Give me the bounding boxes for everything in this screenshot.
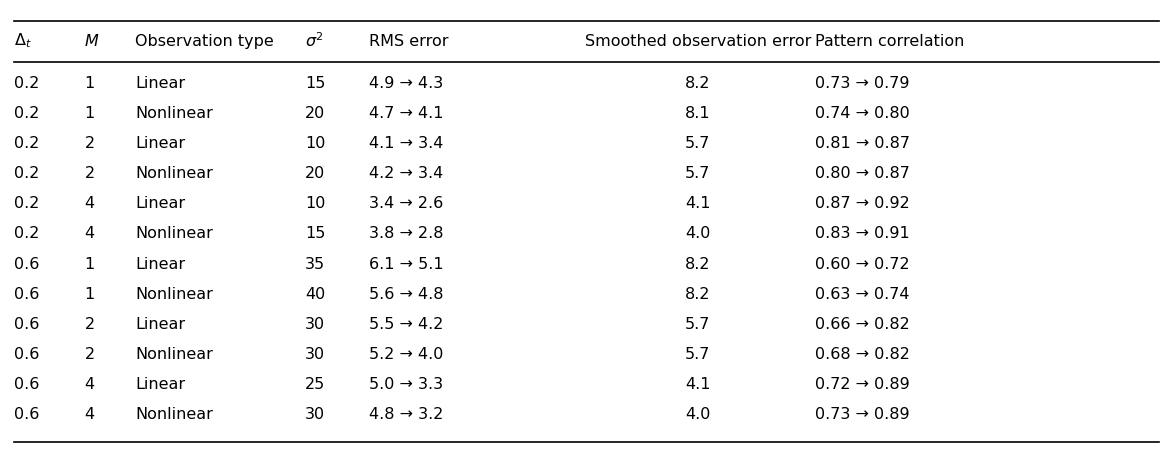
Text: 0.63 → 0.74: 0.63 → 0.74 <box>815 287 910 302</box>
Text: 5.7: 5.7 <box>685 136 711 151</box>
Text: 0.83 → 0.91: 0.83 → 0.91 <box>815 227 910 241</box>
Text: Nonlinear: Nonlinear <box>135 287 212 302</box>
Text: 1: 1 <box>84 257 95 271</box>
Text: 0.68 → 0.82: 0.68 → 0.82 <box>815 347 910 362</box>
Text: 30: 30 <box>305 408 325 422</box>
Text: 8.1: 8.1 <box>685 106 711 121</box>
Text: Observation type: Observation type <box>135 34 273 48</box>
Text: 25: 25 <box>305 377 325 392</box>
Text: 3.8 → 2.8: 3.8 → 2.8 <box>369 227 445 241</box>
Text: 0.2: 0.2 <box>14 106 40 121</box>
Text: RMS error: RMS error <box>369 34 449 48</box>
Text: 0.74 → 0.80: 0.74 → 0.80 <box>815 106 910 121</box>
Text: 35: 35 <box>305 257 325 271</box>
Text: 5.5 → 4.2: 5.5 → 4.2 <box>369 317 443 332</box>
Text: 4.9 → 4.3: 4.9 → 4.3 <box>369 76 443 90</box>
Text: 4.1: 4.1 <box>685 197 711 211</box>
Text: 40: 40 <box>305 287 325 302</box>
Text: Linear: Linear <box>135 257 185 271</box>
Text: 4: 4 <box>84 227 95 241</box>
Text: 0.60 → 0.72: 0.60 → 0.72 <box>815 257 910 271</box>
Text: Nonlinear: Nonlinear <box>135 106 212 121</box>
Text: 0.6: 0.6 <box>14 287 40 302</box>
Text: 10: 10 <box>305 136 325 151</box>
Text: 4.1: 4.1 <box>685 377 711 392</box>
Text: 0.73 → 0.89: 0.73 → 0.89 <box>815 408 910 422</box>
Text: Linear: Linear <box>135 197 185 211</box>
Text: 1: 1 <box>84 287 95 302</box>
Text: 4.1 → 3.4: 4.1 → 3.4 <box>369 136 443 151</box>
Text: 4: 4 <box>84 197 95 211</box>
Text: 0.2: 0.2 <box>14 166 40 181</box>
Text: 15: 15 <box>305 76 325 90</box>
Text: 0.72 → 0.89: 0.72 → 0.89 <box>815 377 910 392</box>
Text: 1: 1 <box>84 76 95 90</box>
Text: 5.6 → 4.8: 5.6 → 4.8 <box>369 287 445 302</box>
Text: 6.1 → 5.1: 6.1 → 5.1 <box>369 257 445 271</box>
Text: 0.87 → 0.92: 0.87 → 0.92 <box>815 197 910 211</box>
Text: 8.2: 8.2 <box>685 76 711 90</box>
Text: 5.7: 5.7 <box>685 347 711 362</box>
Text: 10: 10 <box>305 197 325 211</box>
Text: 0.6: 0.6 <box>14 317 40 332</box>
Text: 0.6: 0.6 <box>14 257 40 271</box>
Text: $\sigma^2$: $\sigma^2$ <box>305 32 324 50</box>
Text: Smoothed observation error: Smoothed observation error <box>585 34 811 48</box>
Text: 5.2 → 4.0: 5.2 → 4.0 <box>369 347 443 362</box>
Text: 4.2 → 3.4: 4.2 → 3.4 <box>369 166 443 181</box>
Text: 5.0 → 3.3: 5.0 → 3.3 <box>369 377 443 392</box>
Text: 0.73 → 0.79: 0.73 → 0.79 <box>815 76 910 90</box>
Text: Linear: Linear <box>135 76 185 90</box>
Text: Linear: Linear <box>135 377 185 392</box>
Text: 4: 4 <box>84 408 95 422</box>
Text: 3.4 → 2.6: 3.4 → 2.6 <box>369 197 443 211</box>
Text: Nonlinear: Nonlinear <box>135 408 212 422</box>
Text: Linear: Linear <box>135 136 185 151</box>
Text: 0.6: 0.6 <box>14 377 40 392</box>
Text: 20: 20 <box>305 106 325 121</box>
Text: 0.2: 0.2 <box>14 227 40 241</box>
Text: 4: 4 <box>84 377 95 392</box>
Text: 2: 2 <box>84 317 95 332</box>
Text: 0.6: 0.6 <box>14 408 40 422</box>
Text: 5.7: 5.7 <box>685 317 711 332</box>
Text: 2: 2 <box>84 347 95 362</box>
Text: 2: 2 <box>84 166 95 181</box>
Text: $M$: $M$ <box>84 33 100 49</box>
Text: 8.2: 8.2 <box>685 287 711 302</box>
Text: 30: 30 <box>305 347 325 362</box>
Text: 20: 20 <box>305 166 325 181</box>
Text: 2: 2 <box>84 136 95 151</box>
Text: 5.7: 5.7 <box>685 166 711 181</box>
Text: 15: 15 <box>305 227 325 241</box>
Text: 0.80 → 0.87: 0.80 → 0.87 <box>815 166 910 181</box>
Text: Linear: Linear <box>135 317 185 332</box>
Text: 0.81 → 0.87: 0.81 → 0.87 <box>815 136 910 151</box>
Text: Nonlinear: Nonlinear <box>135 227 212 241</box>
Text: $\Delta_t$: $\Delta_t$ <box>14 32 32 50</box>
Text: 0.2: 0.2 <box>14 136 40 151</box>
Text: Pattern correlation: Pattern correlation <box>815 34 964 48</box>
Text: 0.66 → 0.82: 0.66 → 0.82 <box>815 317 910 332</box>
Text: 30: 30 <box>305 317 325 332</box>
Text: Nonlinear: Nonlinear <box>135 347 212 362</box>
Text: 4.8 → 3.2: 4.8 → 3.2 <box>369 408 443 422</box>
Text: 1: 1 <box>84 106 95 121</box>
Text: 0.2: 0.2 <box>14 76 40 90</box>
Text: 4.0: 4.0 <box>685 227 711 241</box>
Text: Nonlinear: Nonlinear <box>135 166 212 181</box>
Text: 4.0: 4.0 <box>685 408 711 422</box>
Text: 8.2: 8.2 <box>685 257 711 271</box>
Text: 0.2: 0.2 <box>14 197 40 211</box>
Text: 4.7 → 4.1: 4.7 → 4.1 <box>369 106 445 121</box>
Text: 0.6: 0.6 <box>14 347 40 362</box>
